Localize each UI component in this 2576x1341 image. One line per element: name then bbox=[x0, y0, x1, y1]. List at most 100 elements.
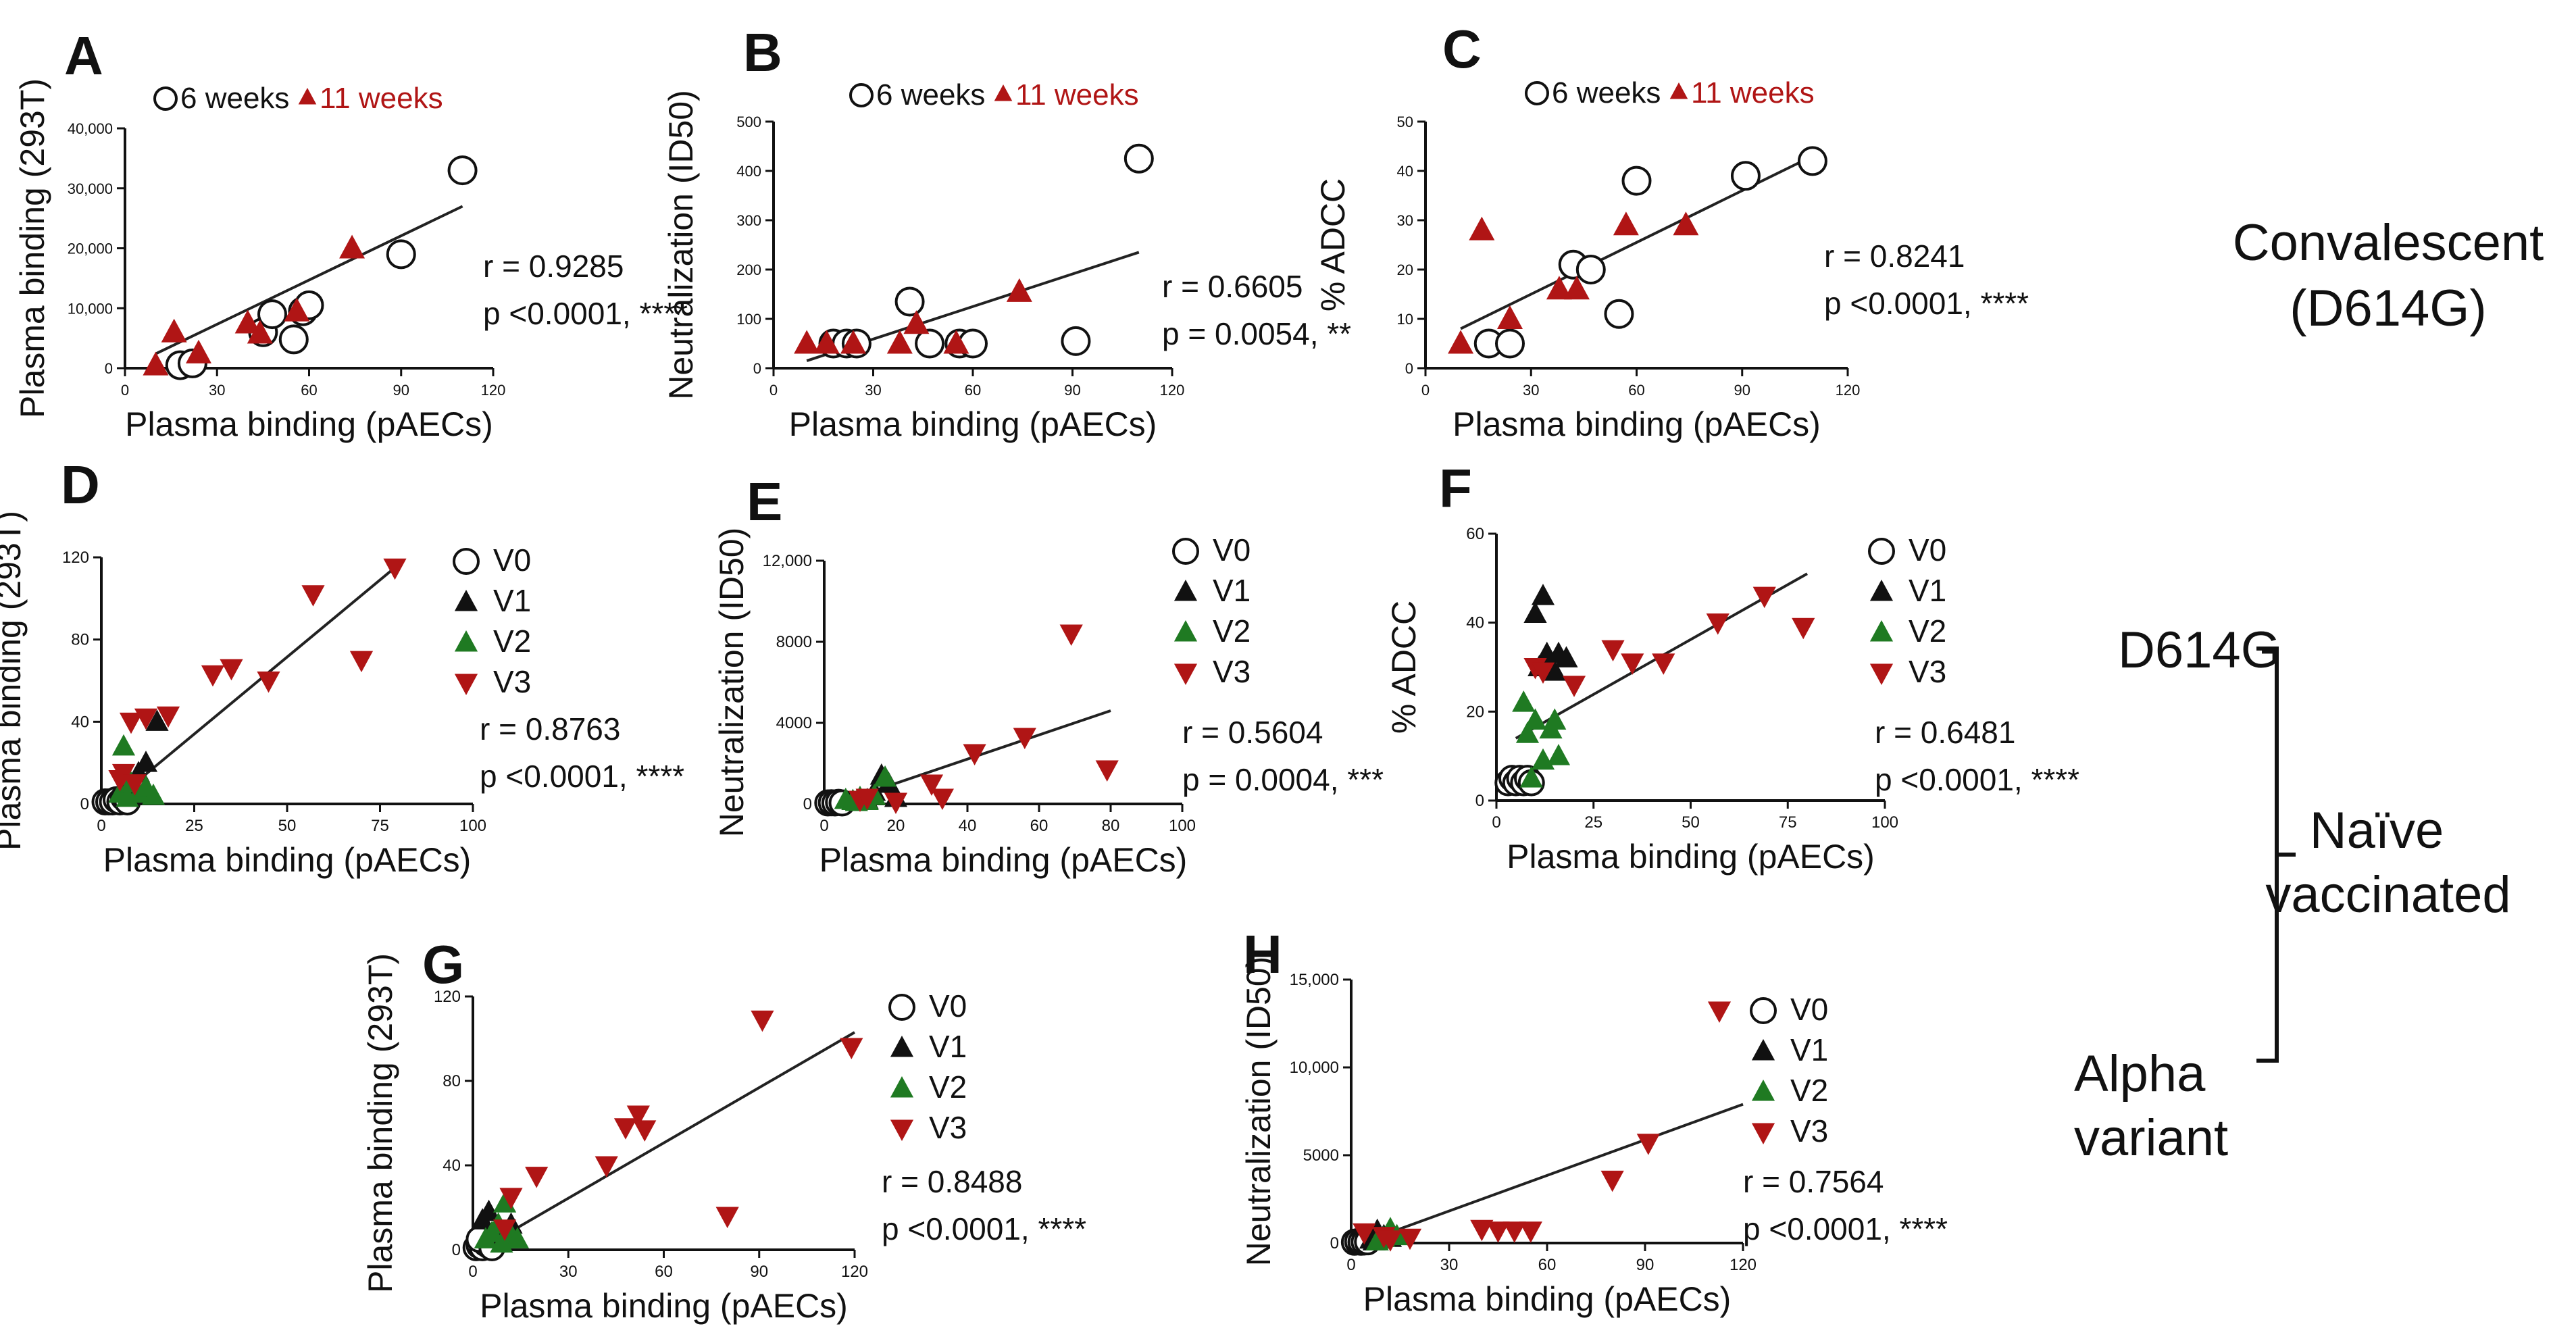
x-tick-label: 120 bbox=[1160, 382, 1185, 399]
data-point-v2 bbox=[111, 734, 136, 756]
data-point-v2 bbox=[490, 1231, 513, 1253]
data-point-v3 bbox=[349, 651, 374, 673]
x-axis-label: Plasma binding (pAECs) bbox=[125, 405, 493, 443]
x-tick-label: 120 bbox=[481, 382, 506, 399]
x-tick-label: 60 bbox=[301, 382, 317, 399]
data-point-v3 bbox=[613, 1118, 638, 1140]
legend-marker bbox=[1868, 538, 1895, 565]
data-point-v2 bbox=[1543, 708, 1567, 730]
data-point-11-weeks bbox=[186, 339, 211, 363]
alpha-label-line1: Alpha bbox=[2074, 1045, 2206, 1103]
data-point-11-weeks bbox=[284, 297, 310, 322]
data-point-v2 bbox=[1546, 744, 1571, 765]
data-point-11-weeks bbox=[1546, 276, 1572, 300]
legend-label: V0 bbox=[1790, 992, 1828, 1027]
convalescent-label-line1: Convalescent bbox=[2233, 214, 2544, 272]
data-point-v3 bbox=[1519, 1221, 1542, 1243]
legend-marker bbox=[1751, 1039, 1775, 1061]
data-point-11-weeks bbox=[161, 318, 187, 343]
data-point-v3 bbox=[1353, 1223, 1376, 1245]
y-axis-label: % ADCC bbox=[1385, 601, 1423, 734]
x-tick-label: 0 bbox=[1421, 382, 1430, 399]
y-tick-label: 500 bbox=[736, 113, 761, 130]
group-bracket bbox=[2256, 647, 2296, 1063]
legend-marker bbox=[1669, 82, 1688, 99]
panel-letter: G bbox=[422, 934, 464, 994]
stat-r: r = 0.5604 bbox=[1182, 715, 1323, 750]
data-point-11-weeks bbox=[1497, 305, 1523, 329]
y-tick-label: 20 bbox=[1466, 703, 1484, 721]
x-tick-label: 75 bbox=[1779, 813, 1797, 832]
legend-marker bbox=[454, 674, 478, 695]
y-axis-label: Neutralization (ID50) bbox=[713, 528, 751, 838]
data-point-v3 bbox=[1601, 640, 1625, 662]
legend-marker bbox=[1173, 580, 1198, 601]
legend-marker bbox=[1869, 620, 1894, 642]
x-axis-label: Plasma binding (pAECs) bbox=[789, 405, 1157, 443]
legend-label: V3 bbox=[1790, 1113, 1828, 1148]
legend-label: V1 bbox=[1213, 573, 1251, 608]
data-point-v2 bbox=[505, 1227, 530, 1248]
stat-p: p <0.0001, **** bbox=[483, 296, 688, 331]
y-tick-label: 10,000 bbox=[68, 300, 113, 317]
y-tick-label: 200 bbox=[736, 261, 761, 278]
x-tick-label: 60 bbox=[1628, 382, 1644, 399]
panel-letter: C bbox=[1442, 19, 1482, 79]
data-point-11-weeks bbox=[1469, 216, 1495, 241]
x-tick-label: 30 bbox=[209, 382, 225, 399]
y-tick-label: 0 bbox=[753, 360, 761, 377]
data-point-v3 bbox=[1398, 1228, 1422, 1250]
data-point-6-weeks bbox=[447, 155, 478, 186]
legend-label: 11 weeks bbox=[320, 82, 443, 115]
x-tick-label: 90 bbox=[750, 1263, 768, 1281]
y-axis-label: Plasma binding (293T) bbox=[361, 953, 399, 1293]
x-tick-label: 75 bbox=[371, 817, 389, 835]
data-point-v3 bbox=[525, 1167, 549, 1188]
y-axis-label: % ADCC bbox=[1314, 178, 1352, 311]
x-tick-label: 100 bbox=[1169, 817, 1196, 835]
y-tick-label: 100 bbox=[736, 311, 761, 328]
legend-marker bbox=[1869, 580, 1894, 601]
stat-p: p = 0.0054, ** bbox=[1162, 316, 1351, 351]
stat-r: r = 0.6481 bbox=[1875, 715, 2015, 750]
x-axis-label: Plasma binding (pAECs) bbox=[1507, 838, 1875, 876]
data-point-v3 bbox=[123, 774, 147, 796]
panel-h: H 0 30 60 90 120 0 5000 10,000 15,000 Plasma bindi… bbox=[1240, 924, 1948, 1318]
data-point-v3 bbox=[220, 659, 243, 681]
panel-letter: F bbox=[1439, 458, 1472, 518]
legend: 6 weeks 11 weeks bbox=[1525, 76, 1815, 109]
y-tick-label: 60 bbox=[1466, 525, 1484, 543]
data-point-v3 bbox=[301, 585, 325, 607]
y-tick-label: 400 bbox=[736, 163, 761, 180]
data-point-v3 bbox=[1095, 760, 1119, 782]
stat-r: r = 0.6605 bbox=[1162, 269, 1303, 304]
regression-line bbox=[1360, 1103, 1744, 1244]
data-point-v1 bbox=[145, 709, 169, 731]
data-point-6-weeks bbox=[1621, 166, 1652, 196]
legend-marker bbox=[849, 83, 874, 107]
data-point-v3 bbox=[1562, 676, 1586, 697]
x-tick-label: 0 bbox=[97, 817, 105, 835]
legend-label: V2 bbox=[1213, 613, 1251, 649]
y-tick-label: 40 bbox=[1466, 614, 1484, 632]
data-point-v1 bbox=[477, 1199, 501, 1221]
y-tick-label: 0 bbox=[105, 360, 113, 377]
regression-line bbox=[111, 566, 396, 803]
data-point-v3 bbox=[119, 712, 143, 734]
legend-marker-extra bbox=[1707, 1001, 1732, 1023]
data-point-v2 bbox=[1512, 690, 1536, 712]
x-tick-label: 90 bbox=[1636, 1256, 1655, 1274]
x-tick-label: 90 bbox=[393, 382, 409, 399]
data-point-v3 bbox=[1792, 617, 1815, 640]
stat-p: p <0.0001, **** bbox=[1743, 1211, 1948, 1246]
data-point-11-weeks bbox=[1448, 330, 1474, 354]
y-tick-label: 40 bbox=[443, 1157, 461, 1175]
legend-marker bbox=[1172, 538, 1199, 565]
x-tick-label: 90 bbox=[1064, 382, 1080, 399]
panel-g: G 0 30 60 90 120 0 40 80 120 Plasma binding (pAECs… bbox=[361, 934, 1086, 1325]
legend-label: V0 bbox=[1909, 532, 1946, 567]
stat-r: r = 0.8488 bbox=[882, 1164, 1022, 1199]
panel-a: A 0 30 60 90 120 0 10,000 20,000 30,000 40,000 Plas… bbox=[14, 26, 688, 443]
data-point-6-weeks bbox=[1797, 146, 1827, 176]
y-tick-label: 10,000 bbox=[1290, 1059, 1339, 1077]
